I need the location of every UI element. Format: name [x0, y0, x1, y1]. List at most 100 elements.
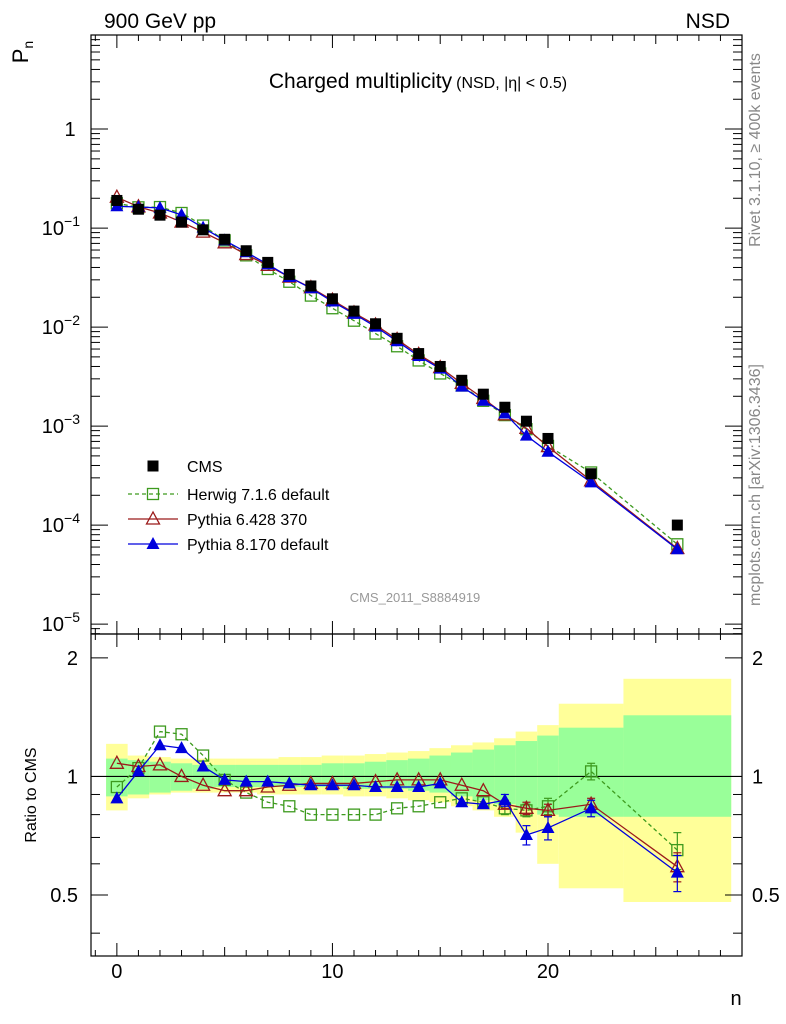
watermark: CMS_2011_S8884919: [350, 590, 481, 605]
cms-marker: [456, 374, 468, 386]
pythia8-marker: [218, 772, 232, 785]
header-left: 900 GeV pp: [104, 10, 216, 33]
pythia6-marker: [238, 782, 254, 797]
ratio-y-tick-label-right: 2: [752, 648, 763, 670]
pythia6-marker: [540, 802, 556, 817]
y-tick-label: 10−4: [42, 510, 80, 537]
cms-marker: [305, 280, 317, 292]
ratio-y-tick-label: 1: [67, 766, 78, 788]
y-tick-label: 10−2: [42, 312, 80, 339]
pythia8-marker: [153, 738, 167, 751]
herwig-marker: [434, 796, 447, 809]
ratio-panel: 0.5 0.5 1 1 2 2: [50, 633, 780, 957]
cms-marker: [219, 233, 231, 245]
pythia8-marker: [110, 791, 124, 804]
pythia8-marker: [347, 778, 361, 791]
main-title: Charged multiplicity (NSD, |η| < 0.5): [269, 70, 567, 93]
herwig-marker: [412, 800, 425, 813]
pythia6-marker: [475, 782, 491, 797]
pythia6-marker: [195, 776, 211, 791]
pythia8-marker: [325, 778, 339, 791]
pythia8-marker: [261, 774, 275, 787]
pythia8-marker: [670, 865, 684, 878]
pythia8-marker: [670, 542, 684, 555]
pythia8-marker: [304, 778, 318, 791]
pythia8-marker: [239, 774, 253, 787]
pythia8-marker: [175, 741, 189, 754]
ratio-y-tick-label-right: 1: [752, 766, 763, 788]
band-inner: [450, 752, 473, 797]
herwig-marker: [347, 808, 361, 821]
pythia8-marker: [412, 780, 426, 793]
pythia8-marker: [584, 475, 598, 488]
herwig-marker: [326, 808, 339, 821]
pythia8-marker: [541, 820, 555, 833]
pythia8-marker: [146, 537, 160, 549]
ratio-y-tick-label: 2: [67, 648, 78, 670]
cms-marker: [154, 209, 166, 221]
cms-marker: [111, 194, 123, 206]
cms-marker: [262, 256, 274, 268]
pythia8-marker: [196, 759, 210, 772]
x-tick-label: 0: [111, 961, 122, 983]
band-inner: [149, 761, 171, 793]
cms-marker: [520, 415, 532, 427]
herwig-marker: [175, 728, 188, 741]
cms-marker: [477, 388, 489, 400]
band-inner: [623, 715, 732, 817]
cms-marker: [176, 216, 188, 228]
cms-marker: [434, 360, 446, 372]
ratio-y-axis-label: Ratio to CMS: [23, 747, 40, 842]
y-tick-label: 10−1: [42, 213, 80, 240]
band-inner: [494, 745, 516, 805]
cms-marker: [391, 332, 403, 344]
cms-marker: [348, 305, 360, 317]
cms-marker: [542, 432, 554, 444]
x-axis-label: n: [730, 988, 741, 1010]
y-axis-label-top: Pn: [8, 41, 36, 63]
pythia8-marker: [519, 428, 533, 441]
herwig-marker: [153, 725, 167, 738]
pythia8-marker: [369, 780, 383, 793]
pythia8-marker: [476, 393, 490, 406]
pythia8-marker: [498, 793, 512, 806]
pythia6-marker: [173, 768, 190, 783]
ratio-y-tick-label: 0.5: [50, 885, 78, 907]
herwig-marker: [283, 800, 296, 813]
y-tick-label: 10−5: [42, 609, 80, 636]
cms-marker: [370, 318, 382, 330]
pythia6-marker: [518, 799, 535, 814]
x-tick-label: 10: [321, 961, 343, 983]
cms-marker: [147, 460, 159, 472]
band-inner: [515, 741, 538, 809]
legend-label: Herwig 7.1.6 default: [187, 487, 330, 504]
ratio-y-tick-label-right: 0.5: [752, 885, 780, 907]
x-tick-label: 20: [537, 961, 559, 983]
pythia8-marker: [541, 444, 555, 457]
cms-marker: [413, 348, 425, 360]
pythia8-marker: [584, 801, 598, 814]
legend-label: CMS: [187, 459, 223, 476]
side-label-bottom: mcplots.cern.ch [arXiv:1306.3436]: [747, 364, 764, 606]
cms-marker: [132, 203, 144, 215]
cms-marker: [326, 293, 338, 305]
y-tick-label: 1: [64, 119, 75, 141]
ratio-line: [116, 730, 678, 851]
side-label-top: Rivet 3.1.10, ≥ 400k events: [747, 53, 764, 247]
pythia6-marker: [217, 782, 233, 797]
cms-marker: [283, 268, 295, 280]
pythia6-marker: [454, 776, 470, 791]
y-tick-label: 10−3: [42, 411, 80, 438]
cms-marker: [240, 245, 252, 257]
pythia8-marker: [433, 776, 447, 789]
pythia8-marker: [519, 828, 533, 841]
legend-label: Pythia 6.428 370: [187, 512, 307, 529]
pythia8-marker: [455, 795, 469, 808]
herwig-marker: [261, 796, 274, 809]
herwig-marker: [390, 802, 404, 815]
header-right: NSD: [686, 10, 730, 33]
herwig-marker: [146, 487, 160, 501]
pythia8-marker: [476, 797, 490, 810]
main-panel: 10−5 10−4 10−3 10−2 10−1 1 CMS Herwig 7.1.6 def…: [42, 34, 743, 636]
herwig-marker: [304, 808, 318, 821]
